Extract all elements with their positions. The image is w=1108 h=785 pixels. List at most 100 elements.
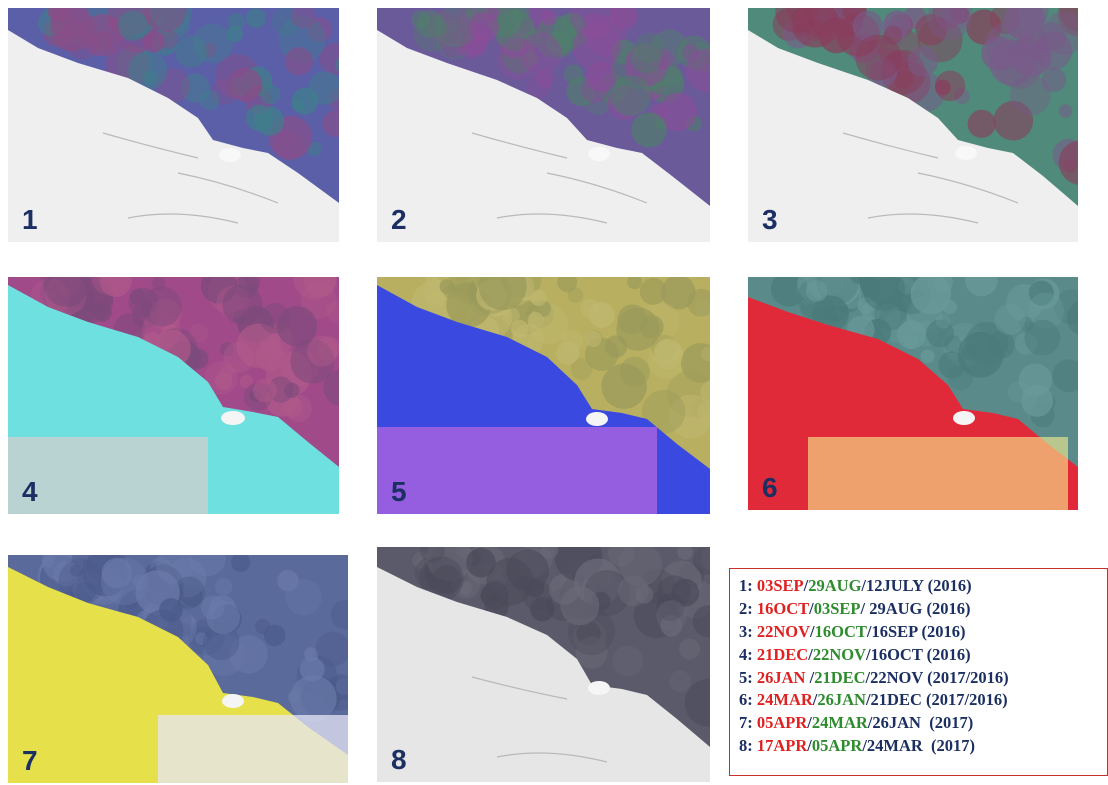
texture-blob bbox=[624, 44, 668, 87]
texture-blob bbox=[412, 551, 430, 569]
texture-blob bbox=[639, 277, 667, 305]
legend-row: 7: 05APR/24MAR/26JAN (2017) bbox=[739, 712, 1107, 735]
texture-blob bbox=[557, 277, 578, 293]
texture-blob bbox=[1058, 140, 1078, 185]
texture-blob bbox=[1066, 301, 1078, 335]
ice-shelf bbox=[377, 30, 710, 242]
panel-number: 8 bbox=[391, 744, 407, 775]
legend-index: 8: bbox=[739, 736, 757, 756]
texture-blob bbox=[290, 675, 337, 722]
texture-blob bbox=[42, 555, 55, 568]
texture-blob bbox=[231, 555, 251, 572]
texture-blob bbox=[883, 10, 912, 39]
texture-blob bbox=[141, 286, 182, 327]
panel-number: 5 bbox=[391, 476, 407, 507]
texture-blob bbox=[1009, 74, 1051, 116]
texture-blob bbox=[627, 277, 642, 290]
legend-green-date: 03SEP bbox=[813, 598, 861, 618]
texture-blob bbox=[201, 42, 217, 58]
texture-blob bbox=[855, 34, 902, 81]
texture-blob bbox=[128, 51, 168, 91]
texture-blob bbox=[272, 8, 300, 36]
texture-blob bbox=[581, 76, 609, 104]
texture-blob bbox=[607, 547, 635, 567]
texture-blob bbox=[92, 302, 112, 322]
texture-blob bbox=[525, 51, 540, 66]
texture-blob bbox=[1057, 8, 1078, 37]
texture-blob bbox=[1004, 8, 1045, 41]
texture-blob bbox=[519, 32, 562, 75]
texture-blob bbox=[330, 600, 348, 630]
legend-row: 4: 21DEC/22NOV/16OCT (2016) bbox=[739, 644, 1107, 667]
texture-blob bbox=[692, 605, 710, 638]
texture-blob bbox=[631, 42, 662, 74]
iceberg bbox=[219, 148, 241, 162]
texture-blob bbox=[260, 84, 281, 105]
texture-blob bbox=[934, 8, 973, 32]
texture-blob bbox=[967, 109, 996, 138]
legend-row: 2: 16OCT/03SEP/ 29AUG (2016) bbox=[739, 598, 1107, 621]
texture-blob bbox=[432, 565, 462, 594]
texture-blob bbox=[655, 338, 681, 365]
ocean-texture bbox=[772, 8, 1078, 185]
texture-blob bbox=[199, 90, 220, 111]
texture-blob bbox=[575, 636, 608, 669]
texture-blob bbox=[182, 616, 198, 631]
legend-sep: / bbox=[809, 598, 814, 618]
texture-blob bbox=[530, 597, 555, 622]
texture-blob bbox=[101, 557, 149, 606]
legend-red-date: 05APR bbox=[756, 713, 808, 733]
texture-blob bbox=[862, 277, 906, 311]
texture-blob bbox=[290, 339, 335, 384]
legend-green-date: 26JAN bbox=[817, 690, 866, 710]
legend-red-date: 03SEP bbox=[756, 576, 804, 595]
panel-1: 1 bbox=[8, 8, 339, 242]
texture-blob bbox=[223, 342, 255, 373]
texture-blob bbox=[513, 8, 530, 20]
texture-blob bbox=[192, 23, 233, 64]
texture-blob bbox=[315, 631, 348, 667]
legend-blue-date: /22NOV (2017/2016) bbox=[865, 667, 1009, 687]
iceberg bbox=[588, 147, 610, 161]
legend-red-date: 22NOV bbox=[756, 621, 811, 641]
texture-blob bbox=[525, 30, 543, 48]
texture-blob bbox=[226, 25, 243, 43]
texture-blob bbox=[71, 555, 90, 567]
texture-blob bbox=[214, 372, 233, 391]
date-legend: 1: 03SEP/29AUG/12JULY (2016) 2: 16OCT/03… bbox=[729, 568, 1108, 776]
texture-blob bbox=[299, 656, 325, 682]
texture-blob bbox=[560, 586, 600, 626]
legend-sep: / bbox=[807, 736, 812, 756]
texture-blob bbox=[795, 18, 814, 37]
legend-sep: / bbox=[807, 713, 812, 733]
ocean-texture bbox=[37, 8, 339, 160]
texture-blob bbox=[612, 645, 644, 677]
texture-blob bbox=[618, 575, 649, 607]
panel-image bbox=[377, 277, 710, 514]
ice-shelf bbox=[377, 567, 710, 782]
ice-pink-patch bbox=[8, 437, 208, 514]
iceberg bbox=[953, 411, 975, 425]
texture-blob bbox=[534, 16, 578, 59]
texture-blob bbox=[129, 288, 146, 305]
iceberg bbox=[221, 411, 245, 425]
texture-blob bbox=[118, 10, 149, 41]
texture-blob bbox=[907, 46, 938, 77]
texture-blob bbox=[308, 71, 339, 105]
texture-blob bbox=[950, 8, 969, 24]
crevasses bbox=[842, 132, 1019, 224]
texture-blob bbox=[458, 581, 473, 595]
legend-index: 1: bbox=[739, 576, 757, 595]
texture-blob bbox=[641, 389, 686, 434]
texture-blob bbox=[416, 10, 445, 39]
legend-red-date: 17APR bbox=[756, 736, 808, 756]
legend-sep: / bbox=[812, 690, 818, 710]
legend-index: 6: bbox=[739, 690, 757, 710]
texture-blob bbox=[246, 104, 273, 131]
texture-blob bbox=[1021, 384, 1054, 417]
legend-green-date: 24MAR bbox=[811, 713, 868, 733]
texture-blob bbox=[1059, 8, 1078, 32]
texture-blob bbox=[142, 310, 182, 351]
texture-blob bbox=[556, 341, 580, 365]
legend-green-date: 05APR bbox=[811, 736, 863, 756]
